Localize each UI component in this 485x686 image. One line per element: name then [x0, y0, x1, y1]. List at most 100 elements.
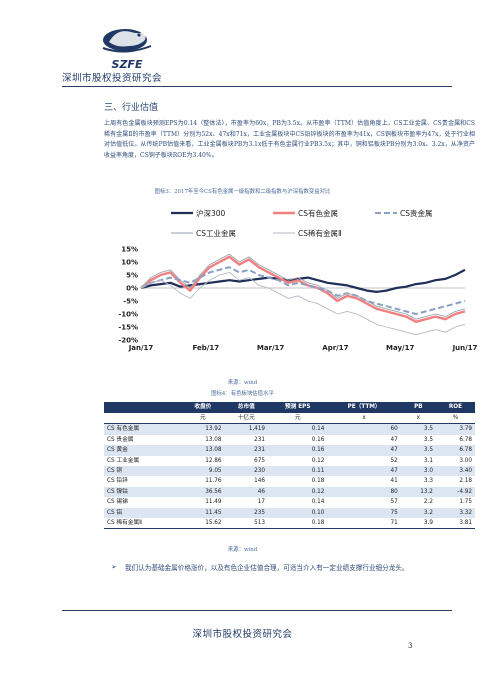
table-cell: 3.5: [400, 423, 436, 435]
table-row: CS 贵金属 13.08 231 0.16 47 3.5 6.78: [104, 435, 475, 445]
table-cell: 0.14: [268, 423, 328, 435]
table-cell: 0.12: [311, 457, 325, 464]
bullet-arrow-icon: ➢: [111, 563, 117, 571]
table-cell: 3.40: [435, 466, 475, 477]
table-cell: 57: [390, 499, 398, 506]
footer-org-name: 深圳市股权投资研究会: [192, 629, 293, 640]
table-cell: 71: [327, 518, 401, 530]
x-tick-label: Apr/17: [322, 344, 348, 352]
table-unit-cell: 元: [268, 413, 328, 425]
table-cell: 2.18: [459, 478, 472, 485]
table-cell: 6.78: [459, 436, 472, 443]
y-tick-label: -10%: [118, 311, 138, 319]
table-cell: 0.18: [268, 518, 328, 530]
table-unit-row: 元十亿元元 x x%: [104, 413, 475, 425]
y-tick-label: -5%: [123, 298, 138, 306]
table-row-name: CS 稀有金属Ⅱ: [104, 518, 182, 530]
table-cell: 230: [224, 466, 268, 477]
series-line: [140, 268, 466, 293]
section-title: 三、行业估值: [104, 103, 159, 113]
table-cell: 11.76: [205, 478, 222, 485]
table-cell: 13.08: [205, 436, 222, 443]
table-cell: 47: [327, 445, 401, 456]
valuation-table: 收盘价 总市值 预测 EPS PE（TTM） PB ROE 元十亿元元 x x% CS 有色金…: [104, 402, 475, 530]
table-cell: 3.9: [400, 518, 436, 530]
table-header-cell: 总市值: [224, 402, 268, 413]
table-cell: 1.75: [459, 499, 472, 506]
table-row: CS 铜 9.05 230 0.11 47 3.0 3.40: [104, 466, 475, 477]
logo-text: SZFE: [112, 58, 143, 71]
table-row-name: CS 铝: [104, 507, 182, 519]
table-cell: 2.2: [423, 499, 433, 506]
table-row: CS 铝 11.45 235 0.10 75 3.2 3.32: [104, 507, 475, 519]
index-comparison-chart: 沪深300 CS有色金属 CS贵金属 CS工业金属 CS稀有金属Ⅱ 15% 10% 5% 0%…: [118, 208, 477, 352]
table-source: 来源：wind: [227, 547, 258, 553]
table-cell: 9.05: [181, 466, 225, 477]
table-cell: 513: [224, 518, 268, 530]
legend-label: 沪深300: [196, 208, 226, 218]
table-unit-cell: [104, 413, 182, 425]
table-header-row: 收盘价 总市值 预测 EPS PE（TTM） PB ROE: [104, 402, 475, 413]
legend-label: CS稀有金属Ⅱ: [298, 228, 342, 238]
table-cell: 231: [254, 436, 265, 443]
table-cell: 47: [327, 466, 401, 477]
table-cell: 47: [390, 436, 398, 443]
table-cell: 13.08: [181, 445, 225, 456]
table-unit-cell: 十亿元: [224, 413, 268, 425]
table-cell: 11.45: [181, 507, 225, 519]
table-cell: -4.92: [435, 486, 475, 498]
table-row-name: CS 贵金属: [107, 436, 134, 443]
table-cell: 3.3: [423, 478, 433, 485]
x-tick-label: May/17: [386, 344, 414, 352]
table-cell: 75: [327, 507, 401, 519]
y-tick-label: 10%: [121, 259, 138, 267]
table-cell: 231: [224, 445, 268, 456]
chart-y-axis: 15% 10% 5% 0% -5% -10% -15% -20%: [118, 246, 138, 345]
y-tick-label: 0%: [126, 285, 138, 293]
valuation-paragraph: 上周有色金属板块预测EPS为0.14（整体法），市盈率为60x，PB为3.5x。…: [104, 120, 475, 159]
table-cell: 41: [390, 478, 398, 485]
table-cell: 1,419: [224, 423, 268, 435]
footer-divider: [62, 610, 452, 611]
table-cell: 6.78: [435, 445, 475, 456]
table-row: CS 黄金 13.08 231 0.16 47 3.5 6.78: [104, 445, 475, 456]
y-tick-label: 15%: [121, 246, 138, 254]
table-cell: 0.10: [268, 507, 328, 519]
y-tick-label: -15%: [118, 324, 138, 332]
y-tick-label: -20%: [118, 337, 138, 345]
table-cell: 3.2: [400, 507, 436, 519]
table-caption: 图标4：有色板块估值水平: [211, 391, 274, 397]
table-row-name: CS 铜: [104, 466, 182, 477]
table-cell: 80: [327, 486, 401, 498]
conclusion-text: 我们认为基础金属价格涨价，以及有色企业估值合理，可适当介入有一定业绩支撑行业细分…: [125, 564, 409, 572]
chart-legend: 沪深300 CS有色金属 CS贵金属 CS工业金属 CS稀有金属Ⅱ: [171, 208, 433, 238]
legend-label: CS有色金属: [298, 208, 338, 218]
series-line: [140, 271, 466, 336]
table-cell: 13.2: [400, 486, 436, 498]
table-cell: 3.5: [400, 445, 436, 456]
table-cell: 0.14: [311, 499, 325, 506]
chart-series: [140, 253, 466, 336]
series-line: [140, 255, 466, 323]
table-header-cell: PB: [400, 402, 436, 413]
table-unit-cell: x: [327, 413, 401, 425]
series-line: [140, 266, 466, 315]
table-header-cell: [104, 402, 182, 413]
table-cell: 3.00: [459, 457, 472, 464]
table-cell: 3.32: [435, 507, 475, 519]
table-cell: 46: [224, 486, 268, 498]
table-cell: 36.56: [181, 486, 225, 498]
table-cell: 17: [257, 499, 265, 506]
table-row: CS 工业金属 12.86 675 0.12 52 3.1 3.00: [104, 456, 475, 466]
table-row-name: CS 黄金: [104, 445, 182, 456]
table-cell: 675: [254, 457, 265, 464]
table-unit-cell: x: [400, 413, 436, 425]
table-unit-cell: 元: [181, 413, 225, 425]
table-cell: 0.16: [268, 445, 328, 456]
table-row: CS 镍钴 36.56 46 0.12 80 13.2 -4.92: [104, 486, 475, 498]
x-tick-label: Feb/17: [193, 344, 220, 352]
org-logo-icon: SZFE: [102, 29, 152, 71]
series-line: [140, 253, 466, 320]
header-divider: [62, 86, 452, 87]
table-unit-cell: %: [435, 413, 475, 425]
